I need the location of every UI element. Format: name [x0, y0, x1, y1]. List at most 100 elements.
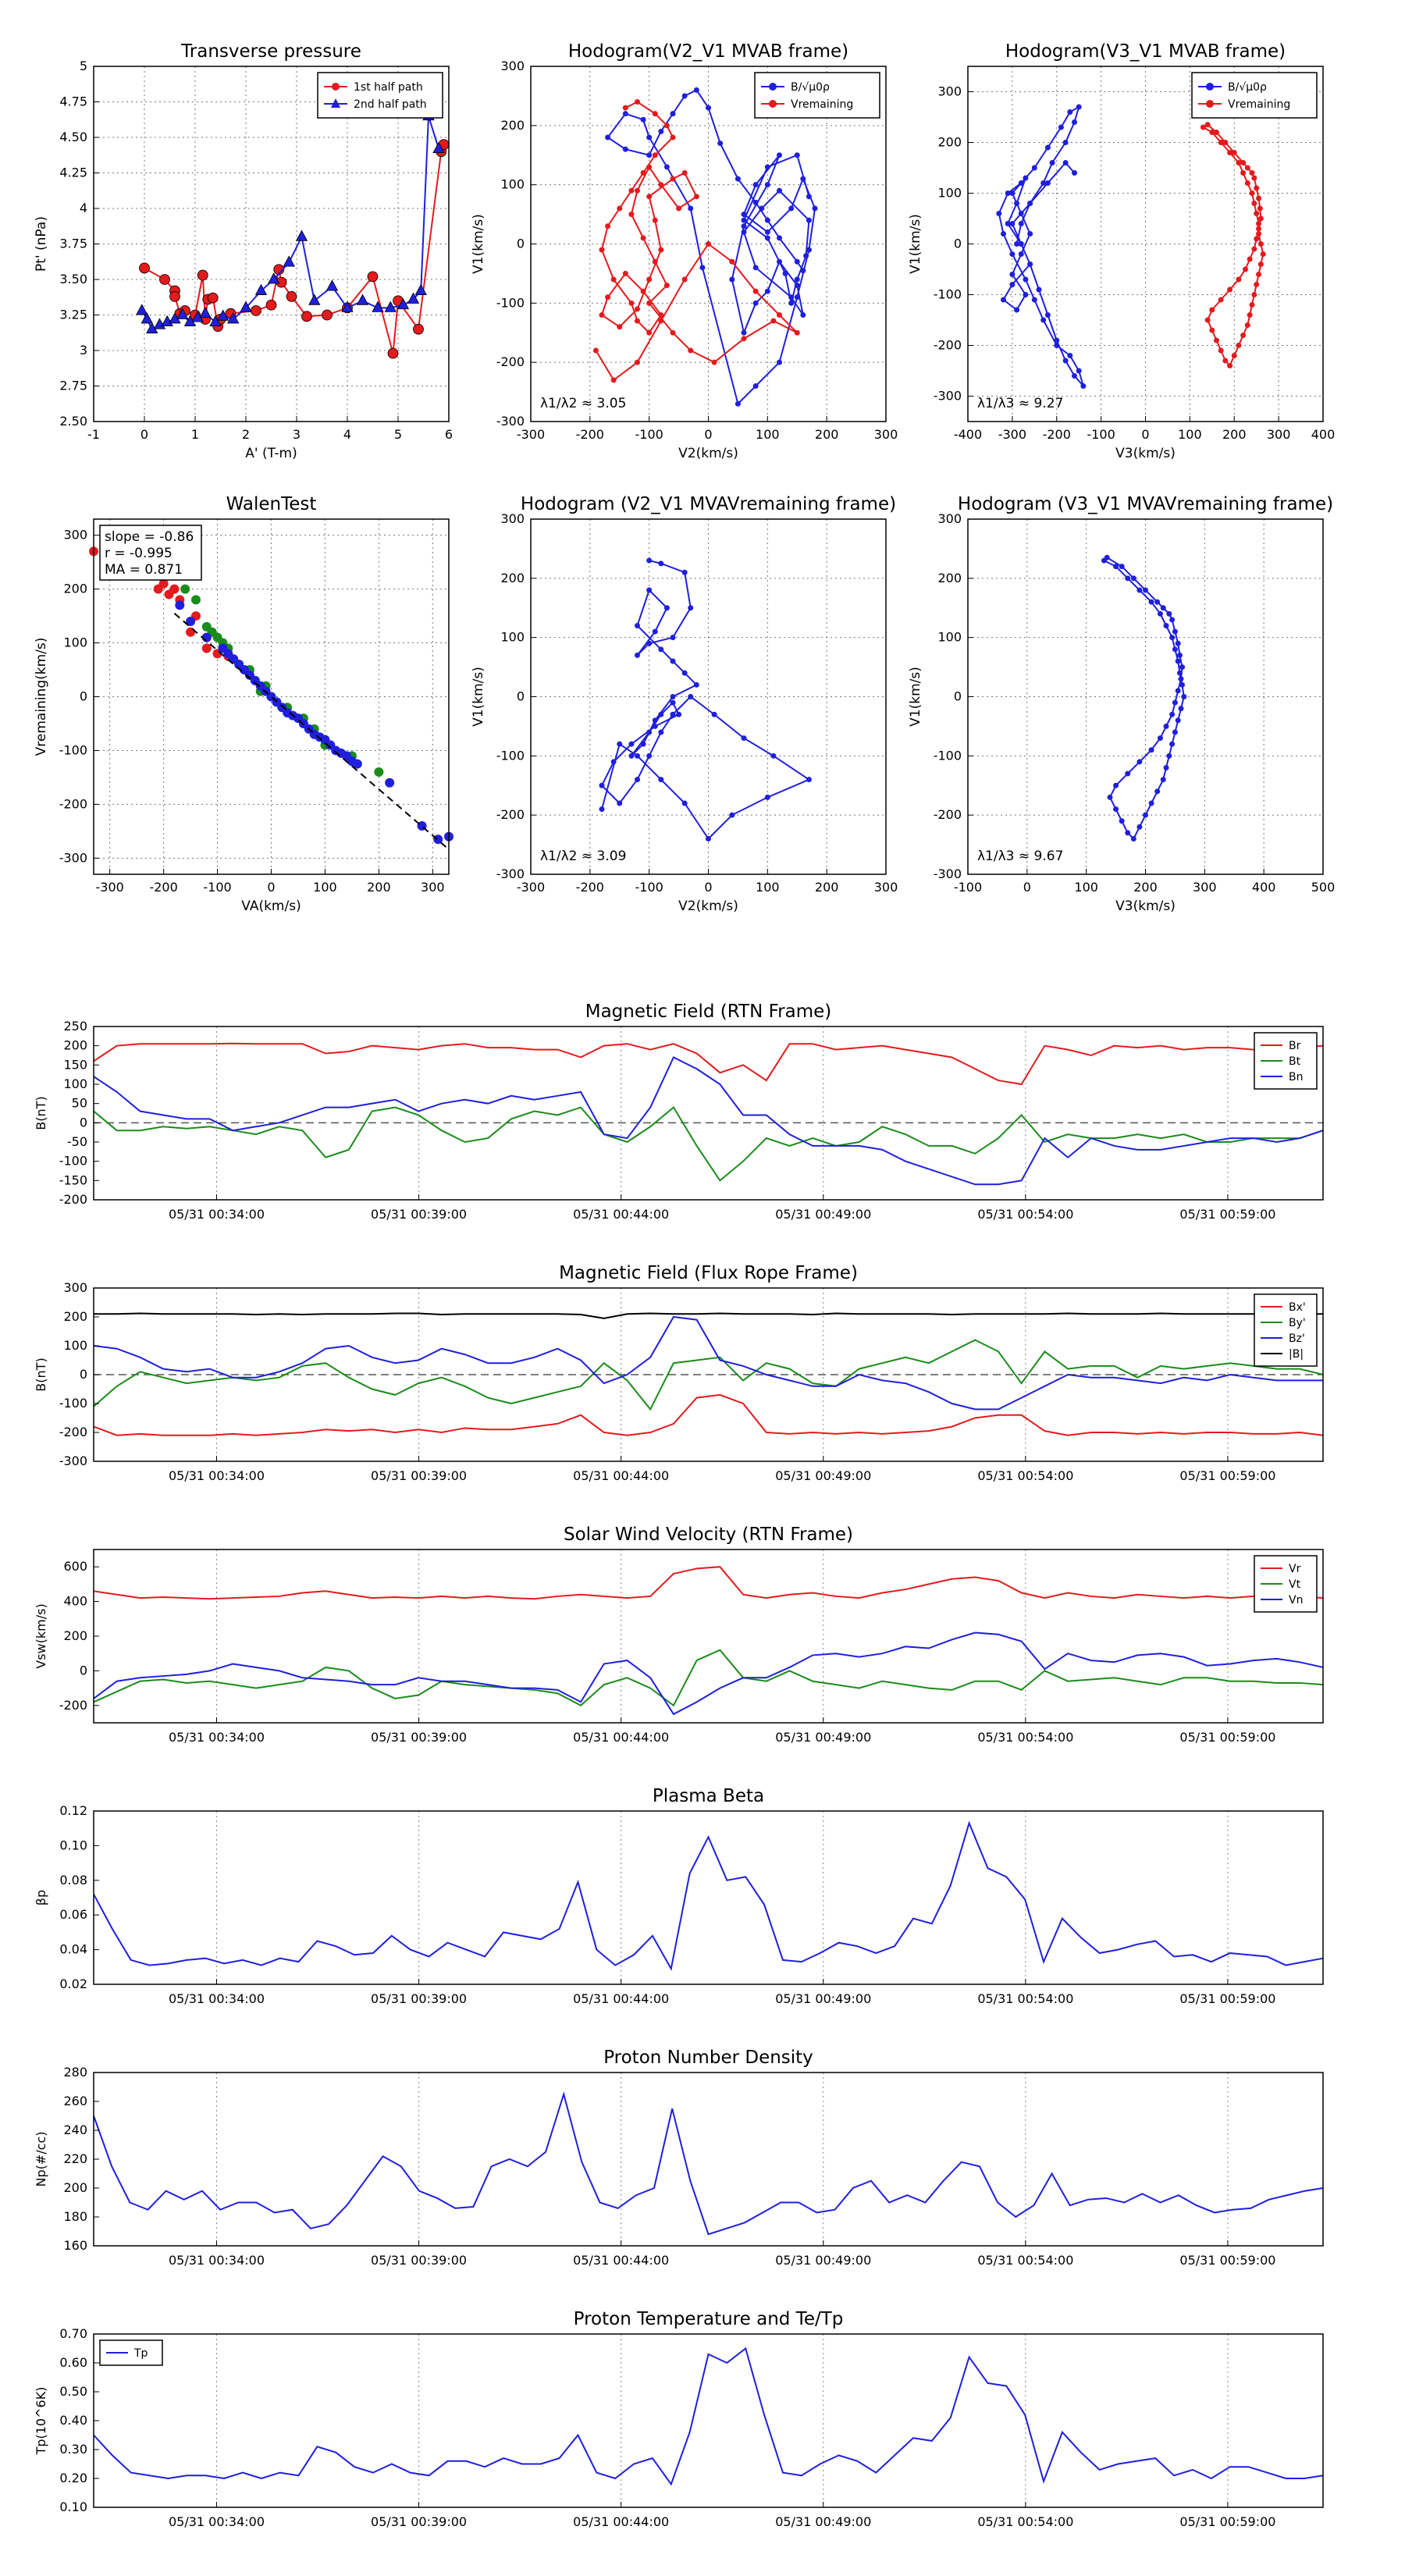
x-tick-label: 05/31 00:59:00	[1179, 2253, 1275, 2268]
y-tick-label: 220	[63, 2151, 87, 2166]
data-point	[1076, 104, 1082, 110]
x-tick-label: 05/31 00:49:00	[775, 2253, 871, 2268]
legend: Bx' By' Bz' |B|	[1254, 1293, 1318, 1367]
data-point	[635, 359, 640, 365]
legend-label: Br	[1289, 1040, 1301, 1052]
data-point	[265, 299, 277, 311]
data-point	[1018, 241, 1024, 247]
x-tick-label: 1	[191, 427, 199, 442]
chart-5: -300 -200 -100 0 100 200 300 -300 -200 -100 0 100 20…	[471, 494, 898, 914]
chart-2: -300 -200 -100 0 100 200 300 -300 -200 -100 0 100 20…	[471, 41, 898, 461]
series-line-1	[93, 1393, 1324, 1436]
plot-frame	[93, 2072, 1324, 2247]
data-point	[1076, 368, 1082, 374]
y-tick-label: -200	[934, 338, 962, 353]
x-tick-label: 3	[293, 427, 301, 442]
data-point	[186, 616, 196, 626]
data-point	[1256, 226, 1262, 232]
grid	[216, 1811, 1229, 1984]
data-point	[752, 383, 759, 389]
data-point	[1240, 333, 1247, 338]
x-tick-label: 05/31 00:59:00	[1179, 1468, 1275, 1483]
data-point	[1249, 302, 1255, 308]
series-line-1	[93, 1042, 1324, 1086]
data-point	[800, 176, 806, 182]
x-axis-label: A' (T-m)	[245, 446, 297, 461]
x-axis-label: V2(km/s)	[678, 898, 738, 914]
chart-3: -400 -300 -200 -100 0 100 200 300 400 -300 -200 -10…	[908, 41, 1335, 461]
x-tick-label: -100	[203, 880, 231, 895]
data-point	[794, 258, 800, 265]
legend-label: B/√μ0ρ	[791, 81, 830, 94]
data-point	[1176, 670, 1183, 676]
x-tick-label: 05/31 00:39:00	[371, 1730, 467, 1745]
y-axis-label: Vsw(km/s)	[34, 1603, 48, 1668]
y-tick-label: 300	[63, 528, 87, 543]
y-axis-label: V1(km/s)	[908, 214, 923, 274]
data-point	[268, 272, 280, 284]
series-2	[136, 109, 445, 334]
data-point	[658, 711, 664, 717]
ratio-annotation: λ1/λ3 ≈ 9.67	[977, 849, 1063, 864]
data-point	[308, 294, 321, 305]
data-point	[658, 560, 664, 567]
x-tick-label: 05/31 00:34:00	[169, 1468, 265, 1483]
x-tick-label: 05/31 00:34:00	[169, 1991, 265, 2006]
data-point	[663, 164, 670, 170]
x-tick-label: -100	[1087, 427, 1115, 442]
plot-frame	[93, 66, 450, 422]
data-point	[176, 308, 189, 319]
data-point	[1148, 747, 1154, 753]
y-tick-label: 2.75	[59, 379, 87, 393]
data-point	[1251, 175, 1257, 181]
data-point	[617, 741, 623, 747]
legend-label: Vremaining	[791, 98, 853, 111]
data-point	[1072, 119, 1077, 125]
x-tick-label: -200	[1043, 427, 1071, 442]
data-point	[1251, 292, 1257, 297]
series-line-3	[93, 1056, 1324, 1186]
chart-1: -1 0 1 2 3 4 5 6 2.50 2.75 3 3.25 3.50 3.75 4 4.25 4.50 4…	[34, 41, 453, 461]
data-point	[180, 584, 190, 594]
data-point	[1027, 201, 1033, 206]
data-point	[996, 211, 1002, 216]
data-point	[352, 759, 362, 769]
data-point	[658, 729, 664, 735]
x-tick-label: 05/31 00:44:00	[573, 1991, 669, 2006]
x-tick-label: 05/31 00:34:00	[169, 1207, 265, 1222]
data-point	[693, 194, 699, 200]
chart-title: Magnetic Field (Flux Rope Frame)	[559, 1263, 858, 1283]
x-tick-label: 100	[756, 880, 780, 895]
x-tick-label: 05/31 00:44:00	[573, 1468, 669, 1483]
data-point	[1027, 262, 1033, 267]
data-point	[322, 309, 333, 321]
chart-title: Proton Number Density	[603, 2048, 813, 2068]
data-point	[693, 87, 699, 93]
data-point	[640, 235, 646, 241]
x-axis-label: V2(km/s)	[678, 446, 738, 461]
data-point	[1179, 664, 1186, 671]
data-point	[658, 646, 664, 653]
data-point	[1175, 640, 1181, 646]
data-point	[806, 217, 812, 223]
data-point	[670, 635, 676, 641]
chart-title: Transverse pressure	[180, 41, 361, 62]
data-point	[175, 600, 185, 610]
series-line-3	[93, 1631, 1324, 1716]
x-tick-label: 05/31 00:39:00	[371, 1207, 467, 1222]
data-point	[706, 836, 711, 841]
data-point	[1257, 241, 1264, 247]
data-point	[670, 658, 676, 664]
y-tick-label: 0.40	[59, 2413, 87, 2428]
data-point	[1001, 297, 1006, 303]
data-point	[635, 318, 640, 324]
data-point	[372, 301, 384, 312]
data-point	[1209, 307, 1215, 313]
series-1	[996, 104, 1087, 389]
y-tick-label: -300	[496, 866, 525, 881]
data-point	[1218, 140, 1224, 145]
data-point	[764, 182, 770, 188]
y-tick-label: -100	[59, 742, 87, 757]
data-point	[1014, 307, 1020, 313]
data-point	[1254, 185, 1260, 191]
